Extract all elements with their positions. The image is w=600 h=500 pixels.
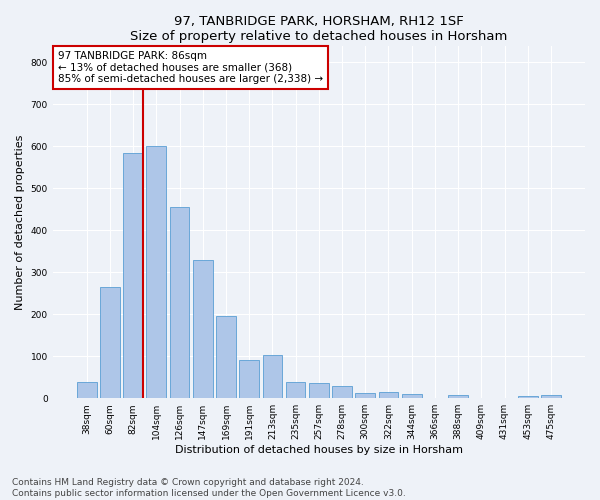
Text: 97 TANBRIDGE PARK: 86sqm
← 13% of detached houses are smaller (368)
85% of semi-: 97 TANBRIDGE PARK: 86sqm ← 13% of detach… bbox=[58, 51, 323, 84]
Bar bbox=[216, 316, 236, 398]
Bar bbox=[193, 260, 212, 398]
Bar bbox=[100, 287, 120, 398]
Bar bbox=[355, 393, 375, 398]
X-axis label: Distribution of detached houses by size in Horsham: Distribution of detached houses by size … bbox=[175, 445, 463, 455]
Text: Contains HM Land Registry data © Crown copyright and database right 2024.
Contai: Contains HM Land Registry data © Crown c… bbox=[12, 478, 406, 498]
Bar bbox=[146, 146, 166, 398]
Bar bbox=[332, 386, 352, 398]
Bar bbox=[239, 360, 259, 398]
Bar bbox=[123, 152, 143, 398]
Bar bbox=[286, 382, 305, 398]
Bar bbox=[309, 383, 329, 398]
Bar bbox=[518, 396, 538, 398]
Bar bbox=[170, 207, 190, 398]
Y-axis label: Number of detached properties: Number of detached properties bbox=[15, 134, 25, 310]
Title: 97, TANBRIDGE PARK, HORSHAM, RH12 1SF
Size of property relative to detached hous: 97, TANBRIDGE PARK, HORSHAM, RH12 1SF Si… bbox=[130, 15, 508, 43]
Bar bbox=[77, 382, 97, 398]
Bar bbox=[402, 394, 422, 398]
Bar bbox=[541, 395, 561, 398]
Bar bbox=[263, 355, 282, 398]
Bar bbox=[379, 392, 398, 398]
Bar bbox=[448, 395, 468, 398]
